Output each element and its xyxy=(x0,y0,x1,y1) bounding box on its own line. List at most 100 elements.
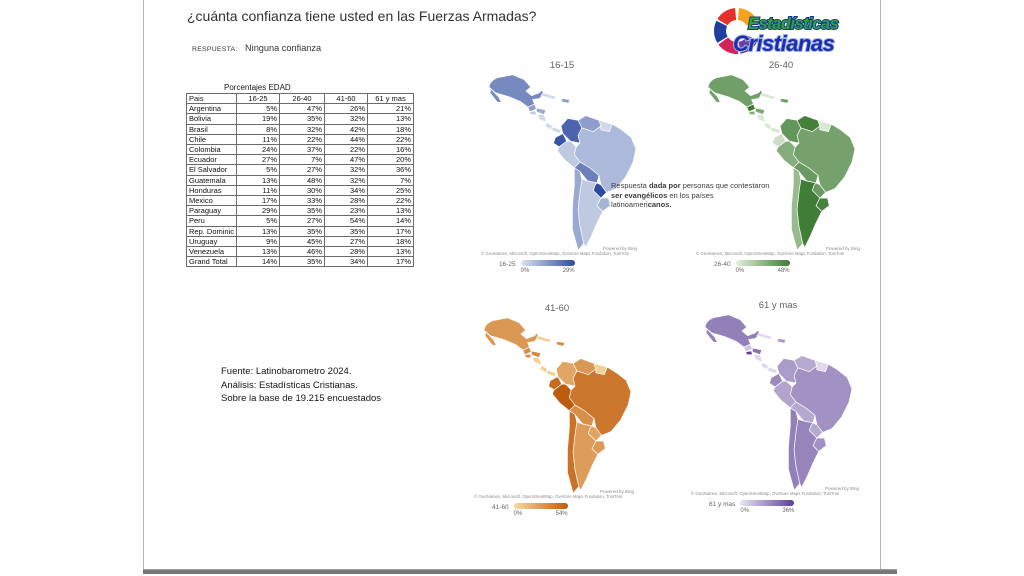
map-panel-inner: 61 y mas xyxy=(687,300,869,514)
country-cuba xyxy=(540,92,557,100)
value-cell: 18% xyxy=(367,123,415,135)
value-cell: 32% xyxy=(279,123,326,135)
column-header: 41-60 xyxy=(324,92,369,105)
country-cuba xyxy=(759,92,776,100)
country-argentina xyxy=(577,178,604,248)
value-cell: 13% xyxy=(367,246,415,258)
country-uruguay xyxy=(591,440,606,455)
map-panel-inner: 26-40 xyxy=(692,60,870,274)
country-uruguay xyxy=(812,437,827,452)
value-cell: 5% xyxy=(236,164,281,176)
country-nicaragua xyxy=(753,354,764,363)
value-cell: 13% xyxy=(367,113,415,125)
country-mexico-baja xyxy=(489,88,502,103)
map-panel-61-y-mas: 61 y mas xyxy=(687,300,869,514)
country-honduras xyxy=(755,107,766,115)
value-cell: 22% xyxy=(279,133,326,146)
table-row: Bolivia 19% 35% 32% 13% xyxy=(185,113,415,125)
value-cell: 35% xyxy=(279,225,326,237)
value-cell: 32% xyxy=(324,174,369,186)
value-cell: 35% xyxy=(279,205,326,217)
note-segment: dada por xyxy=(648,181,683,190)
legend-bar-block: 0% 48% xyxy=(735,260,790,274)
logo: Estadísticas Cristianas xyxy=(710,2,885,65)
legend-gradient-bar xyxy=(735,260,790,266)
value-cell: 22% xyxy=(324,144,369,156)
map-legend: 41-60 0% 54% xyxy=(492,503,644,517)
percentages-table: Pais 16-25 26-40 41-60 61 y mas Argentina 5% 4… xyxy=(185,92,415,268)
table-row: Uruguay 9% 45% 27% 18% xyxy=(185,235,415,248)
country-rep-dominicana xyxy=(555,341,565,347)
map-panel-41-60: 41-60 xyxy=(470,303,644,517)
value-cell: 7% xyxy=(279,154,326,166)
legend-min-label: 0% xyxy=(735,268,745,274)
table-row: Peru 5% 27% 54% 14% xyxy=(185,215,415,227)
map-attribution: © GeoNames, Microsoft, OpenStreetMap, Ov… xyxy=(691,491,840,496)
country-nicaragua xyxy=(532,357,543,366)
country-nicaragua xyxy=(756,114,767,123)
value-cell: 32% xyxy=(324,113,369,125)
value-cell: 27% xyxy=(236,154,281,166)
country-cell: Peru xyxy=(185,215,238,227)
map-attribution-block: Powered by Bing © GeoNames, Microsoft, O… xyxy=(470,489,644,499)
country-honduras xyxy=(531,350,542,358)
map-attribution-block: Powered by Bing © GeoNames, Microsoft, O… xyxy=(692,246,870,256)
value-cell: 21% xyxy=(367,103,415,115)
map-attribution: © GeoNames, Microsoft, OpenStreetMap, Ov… xyxy=(481,251,630,256)
value-cell: 37% xyxy=(279,144,326,156)
country-mexico-baja xyxy=(708,88,721,103)
table-row: Paraguay 29% 35% 23% 13% xyxy=(185,205,415,217)
country-argentina xyxy=(793,418,820,488)
country-honduras xyxy=(752,347,763,355)
country-rep-dominicana xyxy=(560,98,570,104)
legend-bar-block: 0% 54% xyxy=(513,503,568,517)
value-cell: 5% xyxy=(236,103,281,115)
legend-gradient-bar xyxy=(513,503,568,509)
value-cell: 45% xyxy=(279,235,326,248)
country-costa-rica xyxy=(544,121,553,131)
value-cell: 36% xyxy=(367,164,415,176)
country-rep-dominicana xyxy=(776,338,786,344)
map-legend: 61 y mas 0% 36% xyxy=(709,500,869,514)
source-line: Sobre la base de 19.215 encuestados xyxy=(221,393,382,404)
country-nicaragua xyxy=(537,114,548,123)
latin-america-choropleth-map xyxy=(704,314,853,491)
source-line: Análisis: Estadísticas Cristianas. xyxy=(221,379,358,391)
legend-bar-block: 0% 36% xyxy=(740,500,795,514)
country-cell: Ecuador xyxy=(185,154,238,166)
country-panama xyxy=(770,126,781,134)
column-header: 26-40 xyxy=(279,92,326,105)
value-cell: 42% xyxy=(324,123,369,135)
legend-ticks: 0% 54% xyxy=(514,511,568,517)
value-cell: 5% xyxy=(236,215,281,227)
country-panama xyxy=(546,369,557,377)
country-cell: El Salvador xyxy=(185,164,238,176)
value-cell: 19% xyxy=(236,113,281,125)
legend-min-label: 0% xyxy=(513,511,523,517)
country-honduras xyxy=(536,107,547,115)
country-cell: Guatemala xyxy=(185,174,238,186)
value-cell: 23% xyxy=(324,205,369,217)
slide-bottom-bar xyxy=(143,569,897,574)
value-cell: 48% xyxy=(279,174,326,186)
table-row: Brasil 8% 32% 42% 18% xyxy=(185,123,415,135)
value-cell: 22% xyxy=(367,195,415,207)
legend-ticks: 0% 48% xyxy=(736,268,790,274)
country-cell: Brasil xyxy=(185,123,238,135)
value-cell: 35% xyxy=(279,113,326,125)
value-cell: 14% xyxy=(236,256,281,268)
legend-ticks: 0% 29% xyxy=(521,268,575,274)
table-row: Venezuela 13% 46% 28% 13% xyxy=(185,246,415,258)
map-panel-26-40: 26-40 xyxy=(692,60,870,274)
value-cell: 22% xyxy=(367,133,415,146)
country-cell: Mexico xyxy=(185,195,238,207)
value-cell: 33% xyxy=(279,195,326,207)
legend-label: 61 y mas xyxy=(709,501,736,508)
table-caption: Porcentajes EDAD xyxy=(224,83,291,92)
respuesta-line: RESPUESTA: Ninguna confianza xyxy=(192,38,321,56)
value-cell: 46% xyxy=(279,246,326,258)
country-cell: Bolivia xyxy=(185,113,238,125)
source-text: Fuente: Latinobarometro 2024. Análisis: E… xyxy=(221,365,381,406)
country-el-salvador xyxy=(529,110,537,115)
